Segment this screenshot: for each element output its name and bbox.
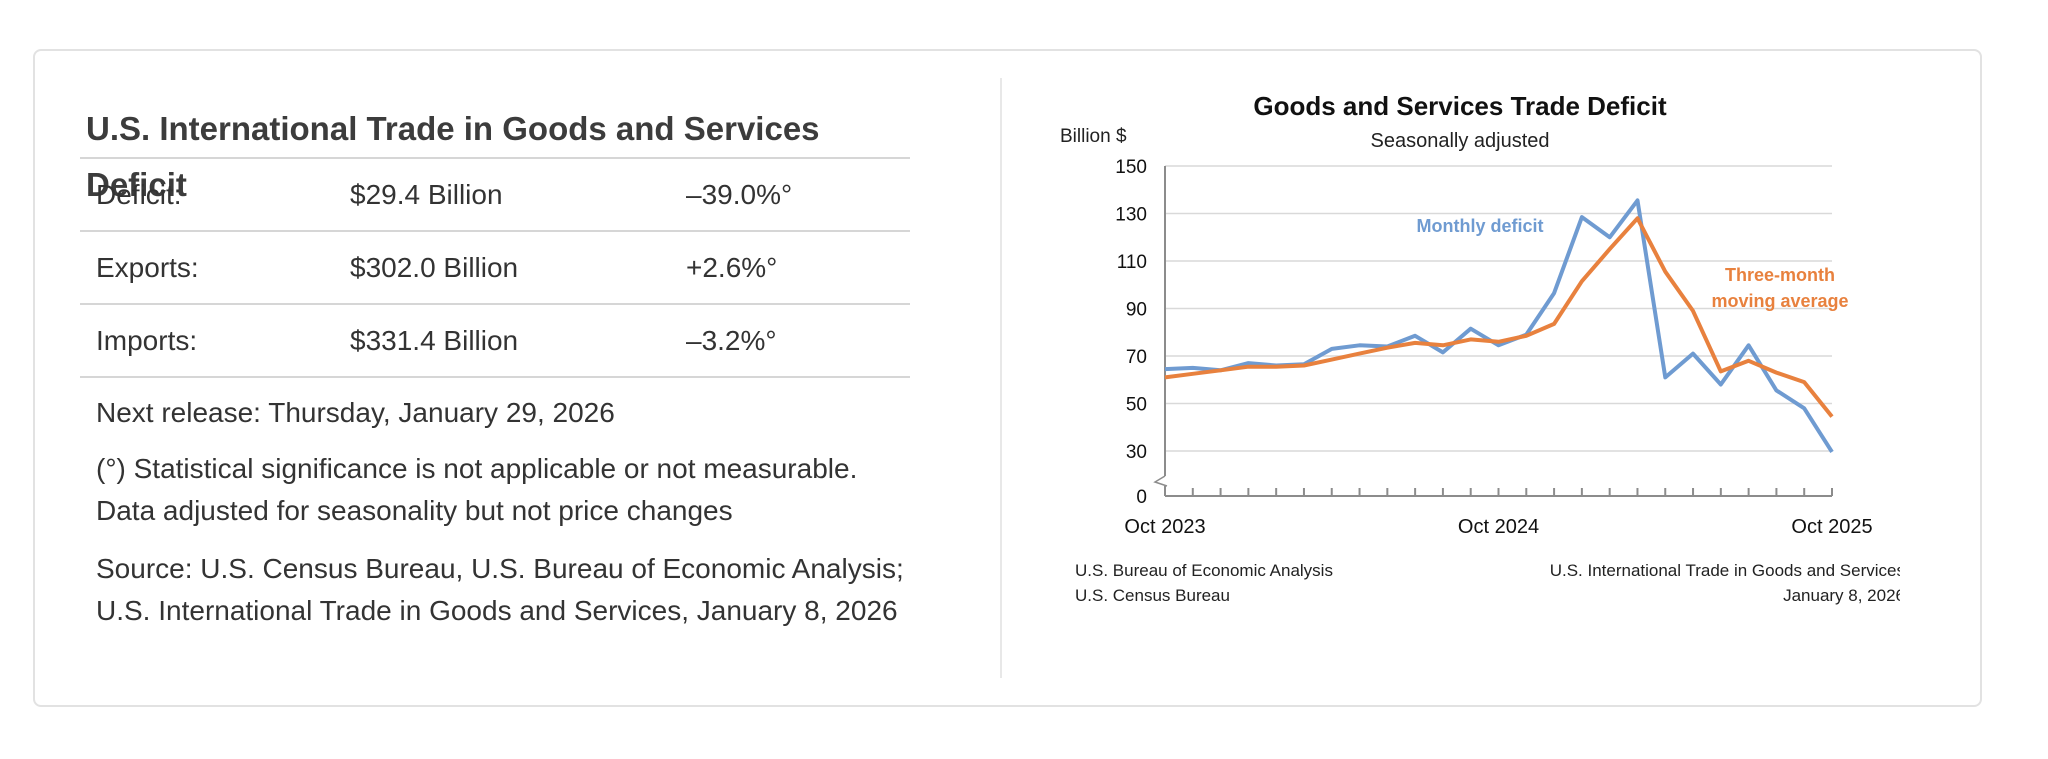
chart-panel: 0 30 50 70 90 110 130 150 Oct 2023 Oct 2024 Oct 20… xyxy=(1040,80,1905,625)
footer-left-line-1: U.S. Bureau of Economic Analysis xyxy=(1075,561,1333,580)
axis-break-icon xyxy=(1153,475,1168,487)
row-change: –3.2%° xyxy=(686,324,777,356)
y-tick-label: 150 xyxy=(1115,157,1147,178)
series-label: moving average xyxy=(1711,291,1848,311)
source-line-1: Source: U.S. Census Bureau, U.S. Bureau … xyxy=(96,553,904,584)
series-line-monthly-deficit xyxy=(1164,198,1834,453)
row-label: Exports: xyxy=(96,251,199,283)
x-tick-label: Oct 2024 xyxy=(1458,516,1539,538)
footer-right-line-2: January 8, 2026 xyxy=(1783,586,1900,605)
source-note: Source: U.S. Census Bureau, U.S. Bureau … xyxy=(96,548,910,632)
y-tick-label: 130 xyxy=(1115,205,1147,226)
chart-title: Goods and Services Trade Deficit xyxy=(1253,91,1667,121)
summary-title: U.S. International Trade in Goods and Se… xyxy=(86,110,820,203)
y-tick-label: 50 xyxy=(1126,395,1147,416)
x-tick-label: Oct 2025 xyxy=(1791,516,1872,538)
summary-panel: U.S. International Trade in Goods and Se… xyxy=(80,85,910,632)
adjustment-text: Data adjusted for seasonality but not pr… xyxy=(96,495,733,526)
next-release: Next release: Thursday, January 29, 2026 xyxy=(96,397,615,428)
table-row: Exports: $302.0 Billion +2.6%° xyxy=(80,231,910,304)
row-label: Deficit: xyxy=(96,178,182,210)
footer-left-line-2: U.S. Census Bureau xyxy=(1075,586,1230,605)
series-label: Monthly deficit xyxy=(1417,216,1544,236)
summary-table: Deficit: $29.4 Billion –39.0%° Exports: … xyxy=(80,157,910,378)
trade-deficit-chart: 0 30 50 70 90 110 130 150 Oct 2023 Oct 2024 Oct 20… xyxy=(1060,91,1905,605)
row-value: $331.4 Billion xyxy=(350,324,519,356)
significance-text: (°) Statistical significance is not appl… xyxy=(96,453,858,484)
series-label: Three-month xyxy=(1725,265,1835,285)
y-tick-label: 70 xyxy=(1126,347,1147,368)
footer-right-line-1: U.S. International Trade in Goods and Se… xyxy=(1550,561,1900,580)
significance-note: (°) Statistical significance is not appl… xyxy=(96,448,910,532)
table-row: Imports: $331.4 Billion –3.2%° xyxy=(80,304,910,377)
y-tick-label: 0 xyxy=(1136,487,1147,508)
row-change: –39.0%° xyxy=(686,178,793,210)
trade-card xyxy=(33,49,1982,707)
row-change: +2.6%° xyxy=(686,251,778,283)
y-tick-label: 110 xyxy=(1117,252,1147,273)
row-value: $29.4 Billion xyxy=(350,178,503,210)
source-line-2: U.S. International Trade in Goods and Se… xyxy=(96,595,898,626)
table-row: Deficit: $29.4 Billion –39.0%° xyxy=(80,158,910,231)
y-axis-label: Billion $ xyxy=(1060,126,1127,147)
y-tick-label: 30 xyxy=(1126,442,1147,463)
y-tick-label: 90 xyxy=(1126,300,1147,321)
row-label: Imports: xyxy=(96,324,198,356)
series-line-moving-average xyxy=(1164,216,1834,418)
panel-divider xyxy=(1000,78,1002,678)
x-tick-label: Oct 2023 xyxy=(1124,516,1205,538)
chart-subtitle: Seasonally adjusted xyxy=(1370,130,1549,152)
row-value: $302.0 Billion xyxy=(350,251,519,283)
